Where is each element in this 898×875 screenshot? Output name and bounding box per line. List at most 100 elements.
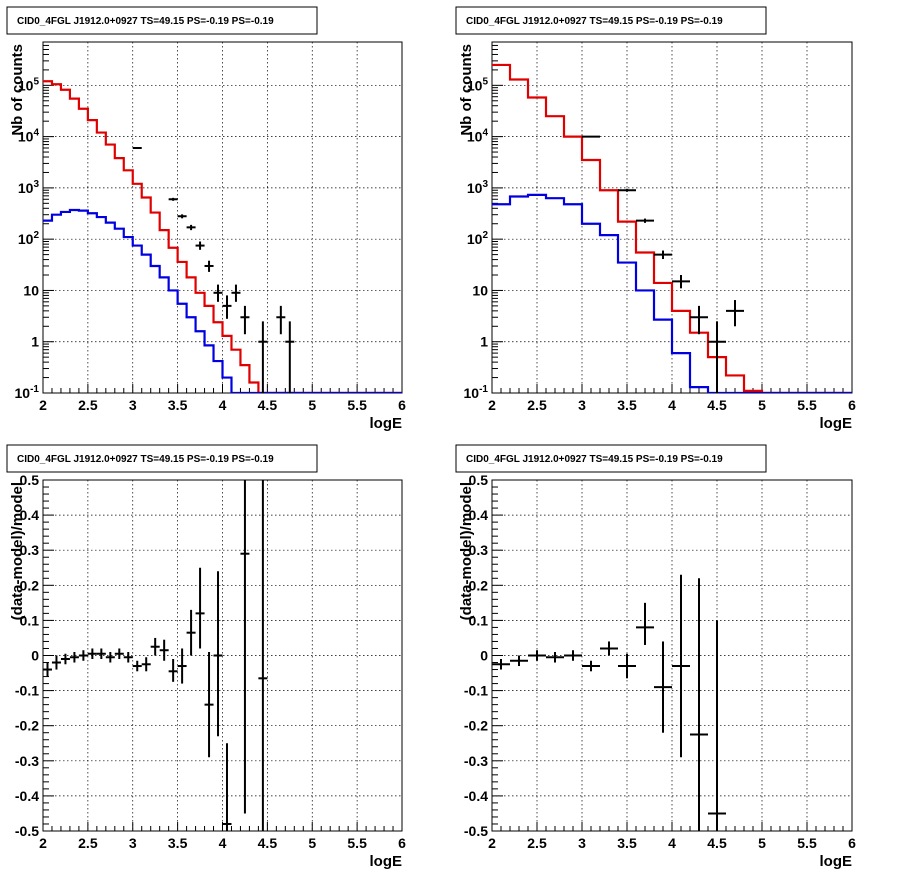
x-tick-label: 2 <box>488 397 496 413</box>
data-point <box>204 260 214 272</box>
data-point <box>690 578 708 831</box>
data-point <box>708 620 726 831</box>
chart-panel-4: CID0_4FGL J1912.0+0927 TS=49.15 PS=-0.19… <box>455 444 856 870</box>
data-point <box>87 648 97 660</box>
data-point <box>78 650 88 661</box>
data-point <box>546 651 564 663</box>
chart-title: CID0_4FGL J1912.0+0927 TS=49.15 PS=-0.19… <box>17 454 274 465</box>
series-line-model-total <box>492 63 852 393</box>
y-tick-label: 10 <box>472 282 488 298</box>
y-tick-label: -0.4 <box>464 788 488 804</box>
data-point <box>528 650 546 661</box>
data-point <box>726 300 744 327</box>
x-tick-label: 2 <box>39 397 47 413</box>
data-point <box>276 305 286 335</box>
data-point <box>636 602 654 645</box>
y-tick-label: 105 <box>18 76 40 93</box>
y-tick-label: 103 <box>467 179 489 196</box>
x-tick-label: 4 <box>668 397 676 413</box>
x-tick-label: 4.5 <box>707 835 727 851</box>
chart-title: CID0_4FGL J1912.0+0927 TS=49.15 PS=-0.19… <box>17 16 274 27</box>
x-tick-label: 4.5 <box>258 397 278 413</box>
chart-panel-2: CID0_4FGL J1912.0+0927 TS=49.15 PS=-0.19… <box>455 6 856 432</box>
grid <box>43 480 402 831</box>
x-axis-label: logE <box>820 415 853 432</box>
x-tick-label: 5 <box>308 835 316 851</box>
series-line-model-total <box>43 80 402 393</box>
x-tick-label: 6 <box>848 835 856 851</box>
x-tick-label: 3.5 <box>617 397 637 413</box>
y-axis-label: (data-model)/model <box>458 482 475 620</box>
x-axis-label: logE <box>370 853 403 870</box>
y-tick-label: 0.5 <box>20 472 40 488</box>
y-tick-label: 0 <box>31 648 39 664</box>
y-tick-label: -0.3 <box>15 753 39 769</box>
data-point <box>204 651 214 758</box>
x-tick-label: 6 <box>848 397 856 413</box>
data-point <box>582 135 600 138</box>
series-line-model-source <box>492 193 852 393</box>
x-tick-label: 2 <box>488 835 496 851</box>
x-tick-label: 3.5 <box>168 835 188 851</box>
data-point <box>186 609 196 656</box>
data-point <box>672 574 690 758</box>
x-tick-label: 4 <box>219 835 227 851</box>
y-tick-label: -0.2 <box>464 718 488 734</box>
data-point <box>582 660 600 672</box>
chart-title: CID0_4FGL J1912.0+0927 TS=49.15 PS=-0.19… <box>466 454 723 465</box>
y-tick-label: 1 <box>31 334 39 350</box>
y-tick-label: -0.2 <box>15 718 39 734</box>
x-tick-label: 2 <box>39 835 47 851</box>
x-tick-label: 2.5 <box>78 397 98 413</box>
x-tick-label: 3 <box>129 835 137 851</box>
data-point <box>510 655 528 667</box>
x-tick-label: 3 <box>129 397 137 413</box>
data-point <box>492 659 510 670</box>
chart-panel-3: CID0_4FGL J1912.0+0927 TS=49.15 PS=-0.19… <box>6 444 406 870</box>
title-box <box>455 6 767 35</box>
y-tick-label: 102 <box>467 230 489 247</box>
y-tick-label: 10-1 <box>15 384 40 401</box>
y-tick-label: 103 <box>18 179 40 196</box>
y-tick-label: 0.3 <box>20 542 40 558</box>
data-point <box>285 321 295 393</box>
data-point <box>690 305 708 335</box>
series-line-model-source <box>43 208 402 393</box>
x-tick-label: 2.5 <box>527 835 547 851</box>
data-point <box>105 651 115 663</box>
data-point <box>618 188 636 192</box>
data-point <box>123 651 133 663</box>
data-point <box>240 480 250 814</box>
y-tick-label: 0.2 <box>469 577 489 593</box>
data-point <box>213 571 223 737</box>
data-point <box>231 284 241 302</box>
x-axis-label: logE <box>370 415 403 432</box>
y-tick-label: 104 <box>18 128 40 145</box>
data-point <box>168 197 178 201</box>
y-axis-label: Nb of counts <box>458 44 475 136</box>
x-tick-label: 4 <box>668 835 676 851</box>
data-point <box>258 321 268 393</box>
data-point <box>222 743 232 831</box>
data-point <box>636 218 654 223</box>
data-point <box>132 146 142 149</box>
x-tick-label: 3.5 <box>168 397 188 413</box>
x-tick-label: 6 <box>398 397 406 413</box>
title-box <box>6 444 318 473</box>
x-tick-label: 4 <box>219 397 227 413</box>
data-point <box>96 648 106 660</box>
x-tick-label: 4.5 <box>707 397 727 413</box>
data-point <box>114 648 124 660</box>
y-tick-label: 105 <box>467 76 489 93</box>
y-tick-label: 0.4 <box>20 507 40 523</box>
data-point <box>186 224 196 231</box>
x-tick-label: 3 <box>578 397 586 413</box>
x-tick-label: 5.5 <box>347 835 367 851</box>
y-tick-label: -0.1 <box>15 683 39 699</box>
chart-panel-1: CID0_4FGL J1912.0+0927 TS=49.15 PS=-0.19… <box>6 6 406 432</box>
y-tick-label: 0.5 <box>469 472 489 488</box>
title-box <box>6 6 318 35</box>
data-point <box>177 648 187 684</box>
data-point <box>195 241 205 250</box>
